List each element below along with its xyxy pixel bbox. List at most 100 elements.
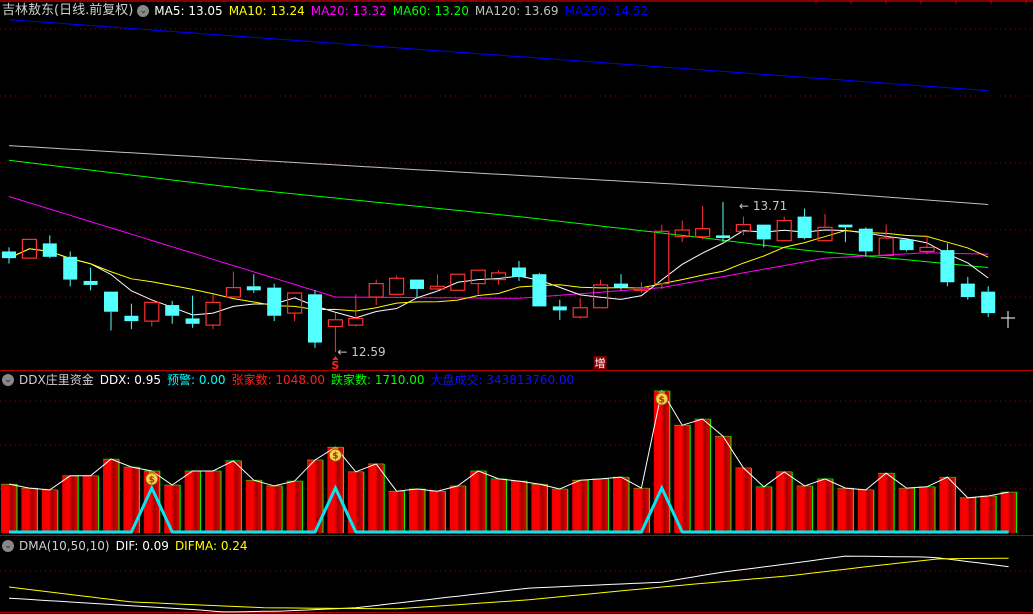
candle-body bbox=[2, 251, 16, 259]
candle-body bbox=[368, 283, 384, 298]
ddx-bar bbox=[449, 485, 467, 533]
candlestick bbox=[981, 286, 996, 318]
candle-body bbox=[614, 283, 628, 288]
ddx-bar bbox=[490, 478, 508, 533]
candlestick bbox=[144, 301, 160, 327]
candlestick bbox=[735, 216, 752, 236]
ddx-bar bbox=[592, 478, 610, 533]
candle-body bbox=[104, 291, 118, 312]
ddx-bar-body bbox=[123, 467, 140, 533]
candlestick bbox=[694, 205, 711, 240]
dma-panel[interactable] bbox=[0, 555, 1033, 613]
candlestick bbox=[429, 274, 445, 292]
ddx-bar-body bbox=[980, 496, 997, 533]
candle-body bbox=[185, 318, 200, 324]
ddx-bar-body bbox=[82, 475, 99, 533]
ddx-bar bbox=[205, 470, 222, 533]
ddx-indicator-4: 大盘成交: 343813760.00 bbox=[430, 373, 575, 387]
candle-body bbox=[63, 256, 78, 280]
ddx-bar bbox=[878, 472, 895, 533]
candle-body bbox=[348, 317, 364, 326]
candlestick bbox=[83, 267, 98, 291]
chevron-down-circle-icon[interactable]: ⌄ bbox=[137, 5, 150, 17]
ddx-indicator-3: 跌家数: 1710.00 bbox=[331, 373, 425, 387]
ddx-bar bbox=[123, 466, 140, 533]
candle-body bbox=[858, 228, 873, 252]
candle-body bbox=[797, 216, 812, 239]
candlestick bbox=[104, 291, 118, 331]
money-bag-symbol: $ bbox=[149, 475, 155, 485]
candle-body bbox=[817, 226, 833, 242]
candle-body bbox=[165, 305, 180, 316]
candlestick bbox=[776, 216, 792, 242]
ddx-bar-body bbox=[245, 480, 262, 533]
ddx-bar-body bbox=[694, 419, 711, 533]
ddx-bar bbox=[164, 484, 181, 533]
candle-body bbox=[756, 224, 771, 240]
chevron-down-circle-icon[interactable]: ⌄ bbox=[2, 540, 14, 552]
money-bag-body bbox=[328, 448, 342, 462]
candle-body bbox=[633, 287, 650, 291]
candlestick bbox=[797, 208, 812, 240]
ddx-bar bbox=[919, 486, 936, 533]
ddx-panel[interactable]: $ $ $ bbox=[0, 389, 1033, 534]
ddx-bar bbox=[368, 463, 385, 533]
zeng-signal-badge bbox=[593, 356, 607, 369]
candlestick bbox=[327, 313, 343, 352]
ddx-bar bbox=[939, 476, 956, 533]
candle-body bbox=[389, 277, 405, 295]
candlestick bbox=[491, 270, 507, 285]
ddx-bar-body bbox=[898, 488, 915, 533]
candle-body bbox=[124, 315, 139, 322]
ddx-bar bbox=[776, 471, 793, 533]
ddx-bar bbox=[551, 488, 569, 533]
dma-panel-header: ⌄ DMA(10,50,10) DIF: 0.09 DIFMA: 0.24 bbox=[2, 538, 254, 554]
candlestick bbox=[899, 239, 914, 252]
ddx-bar bbox=[470, 470, 487, 533]
ddx-indicator-2: 张家数: 1048.00 bbox=[231, 373, 326, 387]
candle-body bbox=[674, 229, 690, 238]
ddx-bar bbox=[347, 471, 365, 533]
candlestick bbox=[348, 294, 364, 327]
ddx-indicator-0: DDX: 0.95 bbox=[99, 373, 161, 387]
ddx-bar bbox=[572, 479, 589, 533]
ddx-bar-body bbox=[470, 470, 487, 533]
ma60-line bbox=[8, 159, 989, 268]
candlestick bbox=[287, 292, 303, 322]
candlestick bbox=[817, 213, 833, 242]
ddx-bar bbox=[21, 487, 38, 533]
money-bag-tie bbox=[148, 470, 155, 474]
high-price-label: ← 13.71 bbox=[739, 199, 787, 213]
candlestick bbox=[512, 260, 526, 281]
candlestick bbox=[960, 276, 975, 300]
candle-body bbox=[225, 287, 241, 298]
s-signal-label: S bbox=[331, 359, 339, 372]
candlestick bbox=[572, 298, 588, 319]
candlestick bbox=[878, 224, 894, 257]
ddx-bar-body bbox=[286, 481, 303, 533]
money-bag-symbol: $ bbox=[332, 452, 338, 462]
ddx-bar bbox=[286, 480, 304, 533]
ddx-bar bbox=[613, 476, 630, 533]
ddx-bar-body bbox=[347, 471, 364, 533]
candle-body bbox=[246, 286, 261, 291]
candlestick bbox=[919, 235, 935, 255]
candlestick bbox=[21, 238, 37, 259]
ddx-bar bbox=[225, 460, 242, 533]
candle-body bbox=[940, 250, 955, 283]
money-bag-body bbox=[145, 472, 159, 486]
ddx-bar bbox=[898, 487, 916, 533]
chevron-down-circle-icon[interactable]: ⌄ bbox=[2, 374, 14, 386]
candle-body bbox=[205, 301, 221, 326]
candlestick bbox=[654, 224, 670, 289]
ddx-bar-body bbox=[368, 463, 385, 533]
candlestick bbox=[42, 235, 57, 259]
candlestick bbox=[410, 279, 424, 297]
main-indicator-0: MA5: 13.05 bbox=[154, 4, 223, 18]
price-panel[interactable]: ← 13.71 ← 12.59S 增 bbox=[0, 19, 1033, 372]
ddx-bar-body bbox=[551, 489, 568, 533]
ddx-bar bbox=[959, 497, 977, 533]
candle-body bbox=[878, 237, 894, 257]
ddx-bar-body bbox=[878, 473, 895, 533]
